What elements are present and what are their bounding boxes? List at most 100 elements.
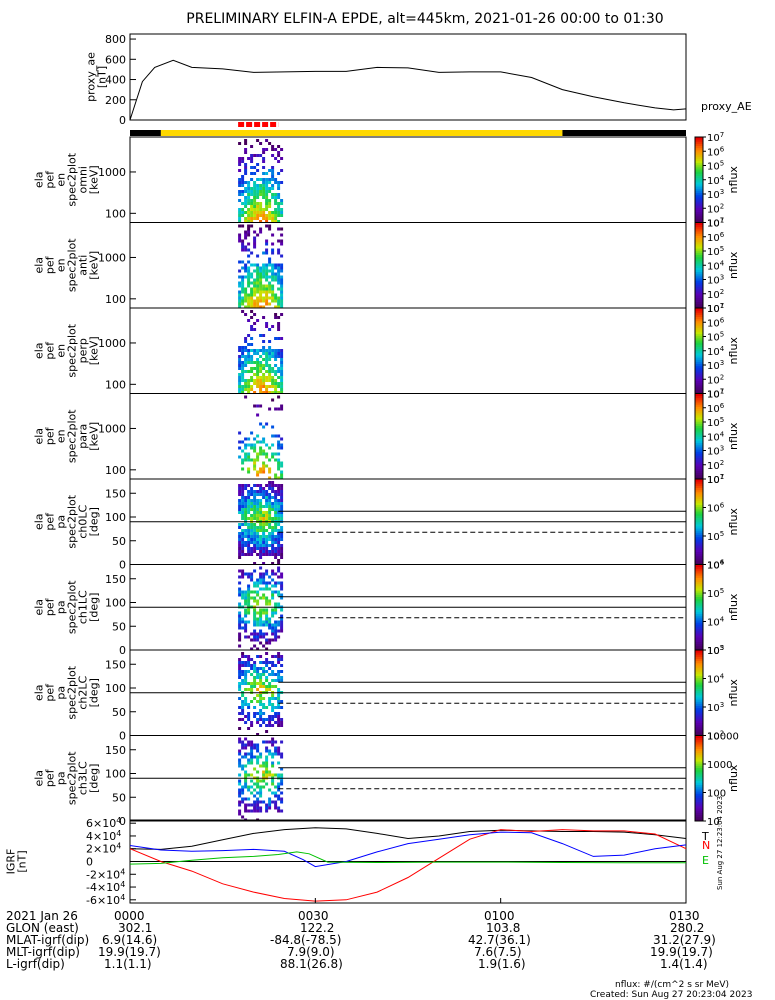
ela-pef-pa-spec2plot-ch3lc-pixel bbox=[250, 809, 254, 813]
ela-pef-pa-spec2plot-ch1lc-pixel bbox=[271, 623, 275, 627]
ela-pef-en-spec2plot-perp-ylabel-line-5: [keV] bbox=[88, 336, 101, 365]
ela-pef-en-spec2plot-omni-pixel bbox=[256, 163, 260, 166]
ela-pef-en-spec2plot-omni-pixel bbox=[238, 181, 242, 184]
ela-pef-pa-spec2plot-ch0lc-pixel bbox=[262, 523, 266, 526]
ela-pef-pa-spec2plot-ch0lc-pixel bbox=[268, 496, 272, 499]
ela-pef-en-spec2plot-anti-pixel bbox=[250, 305, 254, 309]
ela-pef-pa-spec2plot-ch0lc-pixel bbox=[277, 550, 281, 553]
ela-pef-pa-spec2plot-ch1lc-pixel bbox=[238, 620, 242, 624]
ela-pef-en-spec2plot-perp-pixel bbox=[250, 310, 254, 313]
ela-pef-en-spec2plot-anti-pixel bbox=[247, 299, 251, 303]
ela-pef-en-spec2plot-anti-pixel bbox=[244, 287, 248, 291]
ela-pef-en-spec2plot-perp-pixel bbox=[277, 337, 281, 340]
ela-pef-pa-spec2plot-ch2lc-colorbar-cell bbox=[695, 712, 703, 715]
ela-pef-en-spec2plot-perp-pixel bbox=[274, 352, 278, 355]
ela-pef-pa-spec2plot-ch0lc-colorbar-cell bbox=[695, 521, 703, 525]
ela-pef-pa-spec2plot-ch2lc-pixel bbox=[241, 712, 245, 715]
ela-pef-pa-spec2plot-ch1lc-pixel bbox=[238, 638, 242, 642]
ela-pef-en-spec2plot-perp-pixel bbox=[247, 370, 251, 373]
ela-pef-en-spec2plot-para-frame bbox=[129, 393, 687, 480]
ela-pef-pa-spec2plot-ch3lc-pixel bbox=[268, 773, 272, 777]
ela-pef-pa-spec2plot-ch2lc-pixel bbox=[244, 721, 248, 724]
ela-pef-pa-spec2plot-ch2lc-ylabel-line-0: ela bbox=[33, 684, 46, 701]
ela-pef-en-spec2plot-omni-colorbar-cell bbox=[695, 164, 703, 168]
ela-pef-en-spec2plot-anti-pixel bbox=[250, 272, 254, 276]
ela-pef-pa-spec2plot-ch3lc-pixel bbox=[241, 764, 245, 768]
ela-pef-en-spec2plot-anti-pixel bbox=[268, 281, 272, 285]
ela-pef-pa-spec2plot-ch3lc-pixel bbox=[241, 791, 245, 795]
ela-pef-en-spec2plot-omni-pixel bbox=[259, 184, 263, 187]
ela-pef-en-spec2plot-omni-pixel bbox=[271, 196, 275, 199]
ela-pef-pa-spec2plot-ch3lc-pixel bbox=[244, 770, 248, 774]
ela-pef-pa-spec2plot-ch2lc-pixel bbox=[277, 658, 281, 661]
ela-pef-en-spec2plot-anti-colorbar-cell bbox=[695, 235, 703, 238]
ela-pef-en-spec2plot-perp-pixel bbox=[262, 373, 266, 376]
ela-pef-pa-spec2plot-ch0lc-pixel bbox=[265, 544, 269, 547]
ela-pef-en-spec2plot-para-colorbar-cell bbox=[695, 472, 703, 476]
ela-pef-en-spec2plot-para-pixel bbox=[277, 395, 281, 399]
ela-pef-pa-spec2plot-ch0lc-pixel bbox=[259, 502, 263, 505]
ela-pef-en-spec2plot-perp-pixel bbox=[241, 376, 245, 379]
ela-pef-pa-spec2plot-ch2lc-pixel bbox=[244, 679, 248, 682]
ela-pef-pa-spec2plot-ch3lc-pixel bbox=[259, 800, 263, 804]
ela-pef-en-spec2plot-perp-pixel bbox=[259, 370, 263, 373]
ela-pef-pa-spec2plot-ch0lc-pixel bbox=[265, 547, 269, 550]
ela-pef-en-spec2plot-anti-pixel bbox=[244, 248, 248, 252]
ela-pef-en-spec2plot-omni-pixel bbox=[271, 184, 275, 187]
ela-pef-pa-spec2plot-ch3lc-pixel bbox=[262, 740, 266, 744]
ela-pef-pa-spec2plot-ch1lc-pixel bbox=[262, 578, 266, 582]
ela-pef-en-spec2plot-perp-pixel bbox=[268, 385, 272, 388]
ela-pef-pa-spec2plot-ch1lc-pixel bbox=[262, 596, 266, 600]
ela-pef-pa-spec2plot-ch2lc-pixel bbox=[247, 688, 251, 691]
ela-pef-pa-spec2plot-ch1lc-pixel bbox=[256, 617, 260, 621]
ela-pef-en-spec2plot-anti-pixel bbox=[265, 299, 269, 303]
ela-pef-en-spec2plot-anti-pixel bbox=[259, 290, 263, 294]
ela-pef-pa-spec2plot-ch1lc-colorbar-cell bbox=[695, 598, 703, 602]
ela-pef-pa-spec2plot-ch1lc-pixel bbox=[277, 629, 281, 633]
ela-pef-en-spec2plot-anti-pixel bbox=[277, 275, 281, 279]
ela-pef-en-spec2plot-para-ztick-label-0: 101 bbox=[707, 473, 724, 486]
ela-pef-pa-spec2plot-ch0lc-pixel bbox=[280, 550, 284, 553]
ela-pef-pa-spec2plot-ch0lc-pixel bbox=[271, 505, 275, 508]
ela-pef-pa-spec2plot-ch3lc-pixel bbox=[265, 746, 269, 750]
ela-pef-pa-spec2plot-ch1lc-pixel bbox=[241, 569, 245, 573]
ela-pef-en-spec2plot-omni-pixel bbox=[274, 220, 278, 223]
ela-pef-pa-spec2plot-ch0lc-pixel bbox=[259, 526, 263, 529]
ela-pef-en-spec2plot-omni-colorbar-cell bbox=[695, 177, 703, 181]
ela-pef-en-spec2plot-omni-colorbar-cell bbox=[695, 149, 703, 153]
ela-pef-en-spec2plot-anti-pixel bbox=[274, 299, 278, 303]
ela-pef-en-spec2plot-omni-data bbox=[238, 139, 284, 223]
ela-pef-en-spec2plot-perp-pixel bbox=[280, 361, 284, 364]
ela-pef-pa-spec2plot-ch1lc-pixel bbox=[244, 596, 248, 600]
ela-pef-en-spec2plot-anti-colorbar-cell bbox=[695, 224, 703, 228]
ela-pef-pa-spec2plot-ch2lc-pixel bbox=[250, 700, 254, 703]
ela-pef-pa-spec2plot-ch1lc-pixel bbox=[253, 611, 257, 615]
ela-pef-en-spec2plot-perp-pixel bbox=[262, 358, 266, 361]
ela-pef-pa-spec2plot-ch1lc-pixel bbox=[253, 617, 257, 621]
ela-pef-pa-spec2plot-ch2lc-pixel bbox=[271, 655, 275, 658]
ela-pef-en-spec2plot-para-ytick-label-0: 100 bbox=[105, 464, 126, 477]
ela-pef-pa-spec2plot-ch0lc-pixel bbox=[247, 505, 251, 508]
ela-pef-en-spec2plot-anti-pixel bbox=[256, 266, 260, 270]
ela-pef-en-spec2plot-perp-pixel bbox=[280, 370, 284, 373]
ela-pef-en-spec2plot-omni-pixel bbox=[253, 190, 257, 193]
ela-pef-pa-spec2plot-ch0lc-pixel bbox=[256, 493, 260, 496]
igrf-legend-t: T bbox=[701, 830, 709, 843]
ela-pef-pa-spec2plot-ch3lc-pixel bbox=[268, 788, 272, 792]
igrf-ytick-label-4: 2×104 bbox=[86, 842, 121, 856]
ela-pef-pa-spec2plot-ch1lc-pixel bbox=[247, 602, 251, 606]
ela-pef-en-spec2plot-omni-ztick-label-5: 106 bbox=[707, 145, 725, 158]
ela-pef-en-spec2plot-omni-pixel bbox=[259, 211, 263, 214]
ela-pef-pa-spec2plot-ch3lc-ylabel-line-2: pa bbox=[55, 771, 68, 785]
ela-pef-en-spec2plot-omni-colorbar bbox=[695, 137, 703, 223]
ela-pef-en-spec2plot-perp-ztick-label-3: 104 bbox=[707, 345, 725, 358]
ela-pef-pa-spec2plot-ch2lc-pixel bbox=[277, 688, 281, 691]
ela-pef-en-spec2plot-anti-pixel bbox=[253, 293, 257, 297]
ela-pef-pa-spec2plot-ch0lc-pixel bbox=[241, 550, 245, 553]
ela-pef-en-spec2plot-anti-pixel bbox=[238, 239, 242, 243]
ela-pef-en-spec2plot-anti-colorbar-cell bbox=[695, 275, 703, 279]
ela-pef-en-spec2plot-perp-pixel bbox=[280, 376, 284, 379]
ela-pef-pa-spec2plot-ch1lc-pixel bbox=[262, 644, 266, 648]
ela-pef-pa-spec2plot-ch0lc-pixel bbox=[238, 550, 242, 553]
ela-pef-pa-spec2plot-ch0lc-pixel bbox=[268, 535, 272, 538]
